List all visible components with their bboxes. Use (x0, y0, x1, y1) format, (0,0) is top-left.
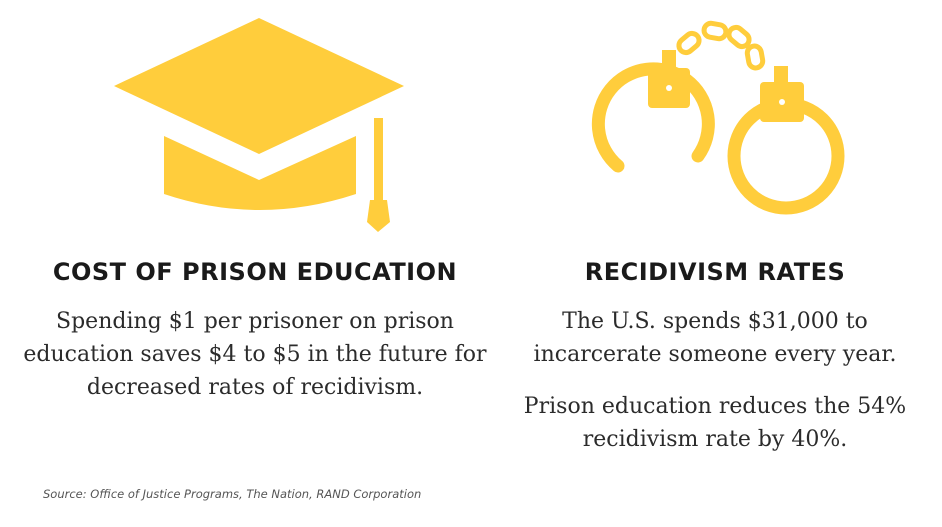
cost-of-prison-education-heading: COST OF PRISON EDUCATION (52, 258, 458, 286)
recidivism-spending-text: The U.S. spends $31,000 to incarcerate s… (533, 309, 897, 367)
recidivism-reduction-text: Prison education reduces the 54% recidiv… (523, 394, 907, 452)
handcuffs-icon (591, 20, 845, 215)
graduation-cap-icon (114, 18, 404, 232)
recidivism-rates-heading: RECIDIVISM RATES (584, 258, 846, 286)
source-citation: Source: Office of Justice Programs, The … (43, 487, 422, 501)
cost-of-prison-education-text: Spending $1 per prisoner on prison educa… (23, 309, 487, 400)
